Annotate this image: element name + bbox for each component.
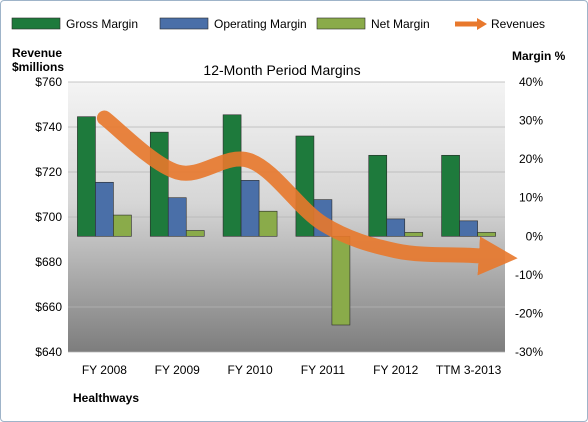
left-tick-label: $660	[35, 300, 62, 314]
bar-net-margin	[113, 214, 132, 237]
bar-operating-margin	[95, 181, 114, 237]
bar-gross-margin	[149, 131, 169, 237]
bar-operating-margin	[386, 218, 406, 237]
bar-gross-margin	[77, 116, 96, 237]
left-tick-label: $640	[35, 345, 62, 359]
right-tick-label: 30%	[519, 114, 543, 128]
right-tick-label: -10%	[515, 268, 543, 282]
category-label: FY 2012	[373, 363, 418, 377]
bar-net-margin	[404, 232, 424, 237]
left-tick-label: $740	[35, 120, 62, 134]
source-label: Healthways	[73, 391, 139, 405]
legend-swatch-gross-margin	[11, 17, 61, 30]
right-tick-label: 10%	[519, 191, 543, 205]
bar-operating-margin	[167, 197, 187, 237]
bar-gross-margin	[222, 114, 242, 237]
revenues-line	[96, 110, 518, 276]
left-axis-label-line2: $millions	[12, 60, 64, 74]
bar-net-margin	[185, 230, 205, 237]
gridlines	[68, 81, 505, 353]
bar-net-margin	[477, 232, 496, 237]
legend-label: Gross Margin	[66, 17, 138, 31]
legend-label: Operating Margin	[214, 17, 307, 31]
bar-net-margin	[258, 210, 278, 237]
bar-operating-margin	[240, 180, 260, 237]
right-tick-label: -30%	[515, 345, 543, 359]
bar-net-margin	[331, 235, 351, 326]
category-label: TTM 3-2013	[436, 363, 502, 377]
right-axis-ticks: -30% -20% -10% 0% 10% 20% 30% 40%	[515, 75, 543, 359]
legend-label: Net Margin	[371, 17, 430, 31]
bar-gross-margin	[441, 154, 460, 237]
left-axis-ticks: $640 $660 $680 $700 $720 $740 $760	[35, 75, 62, 359]
legend-swatch-net-margin	[316, 17, 366, 30]
legend-arrow-icon	[477, 18, 487, 30]
left-tick-label: $700	[35, 210, 62, 224]
left-tick-label: $760	[35, 75, 62, 89]
category-labels: FY 2008 FY 2009 FY 2010 FY 2011 FY 2012 TTM 3…	[82, 363, 502, 377]
chart-title: 12-Month Period Margins	[203, 62, 360, 78]
legend-label: Revenues	[491, 17, 545, 31]
category-label: FY 2008	[82, 363, 127, 377]
bar-operating-margin	[459, 220, 478, 237]
right-tick-label: 20%	[519, 152, 543, 166]
left-tick-label: $720	[35, 165, 62, 179]
category-label: FY 2011	[301, 363, 346, 377]
left-axis-label-line1: Revenue	[12, 46, 62, 60]
category-label: FY 2009	[155, 363, 200, 377]
right-tick-label: 40%	[519, 75, 543, 89]
legend-swatch-operating-margin	[159, 17, 209, 30]
right-axis-label: Margin %	[512, 49, 566, 63]
legend: Gross Margin Operating Margin Net Margin Re…	[11, 17, 545, 31]
bar-gross-margin	[368, 154, 388, 237]
category-label: FY 2010	[228, 363, 273, 377]
right-tick-label: 0%	[526, 229, 544, 243]
right-tick-label: -20%	[515, 306, 543, 320]
left-tick-label: $680	[35, 255, 62, 269]
